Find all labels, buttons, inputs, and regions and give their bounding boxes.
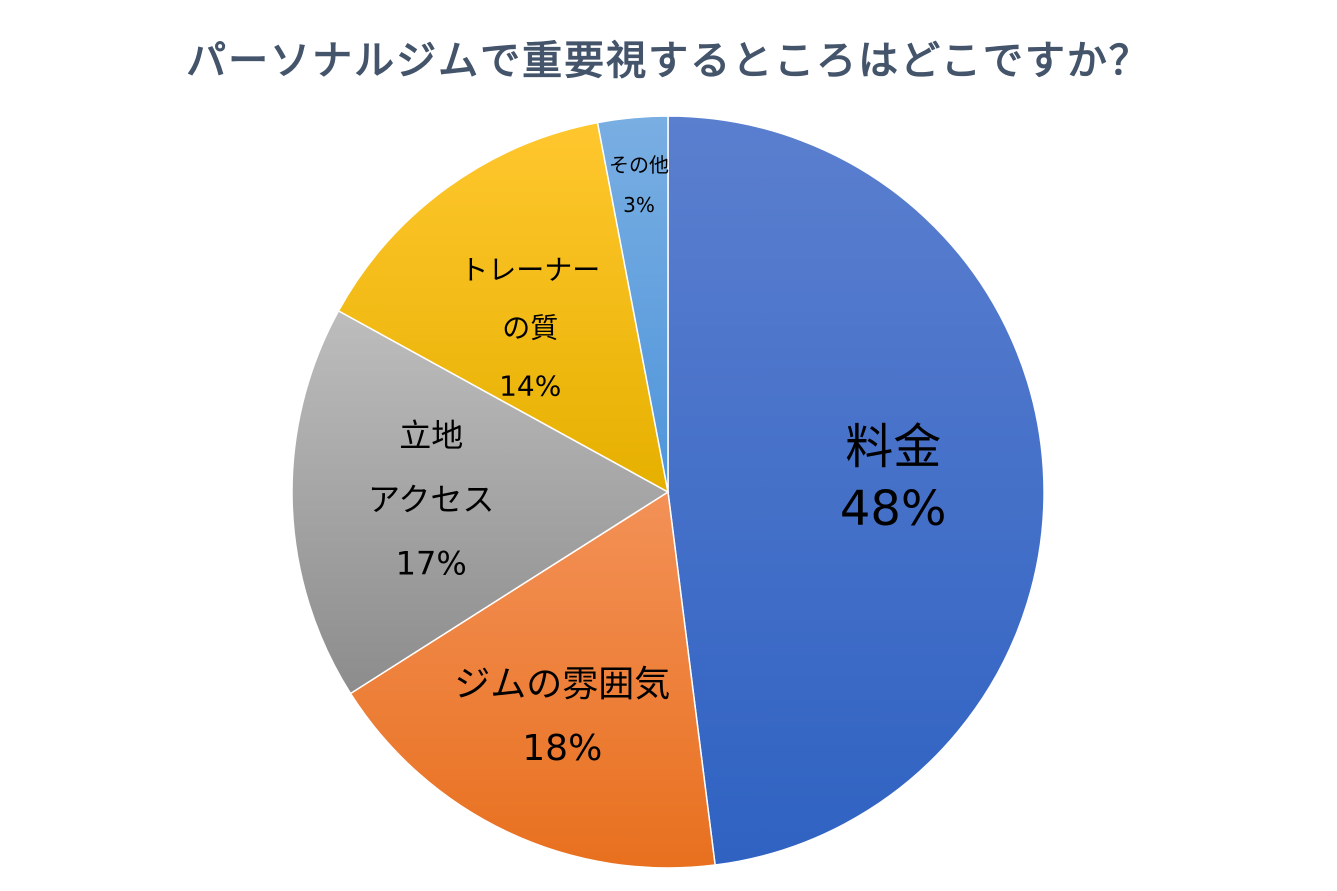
pie-slice-0-value: 48%	[840, 481, 947, 537]
chart-title: パーソナルジムで重要視するところはどこですか？	[186, 38, 1151, 84]
pie-slice-3	[337, 121, 670, 494]
pie-slice-3-value: 14%	[499, 369, 561, 402]
pie-slice-3-label: トレーナー	[460, 253, 600, 286]
pie-slice-2-value: 17%	[396, 544, 467, 582]
pie-slice-2-label: アクセス	[368, 480, 494, 518]
pie-slice-2-label: 立地	[399, 416, 463, 454]
pie-slices	[291, 115, 1045, 869]
pie-slice-3-label: の質	[502, 311, 558, 344]
pie-slice-2	[291, 309, 670, 695]
pie-slice-1-value: 18%	[522, 728, 602, 769]
pie-slice-1-label: ジムの雰囲気	[454, 664, 670, 705]
pie-slice-0	[667, 115, 1045, 866]
pie-slice-4-value: 3%	[623, 193, 655, 217]
pie-slice-4	[596, 115, 669, 493]
pie-slice-4-label: その他	[609, 153, 669, 177]
pie-slice-1	[349, 490, 716, 869]
pie-slice-0-label: 料金	[845, 419, 941, 475]
